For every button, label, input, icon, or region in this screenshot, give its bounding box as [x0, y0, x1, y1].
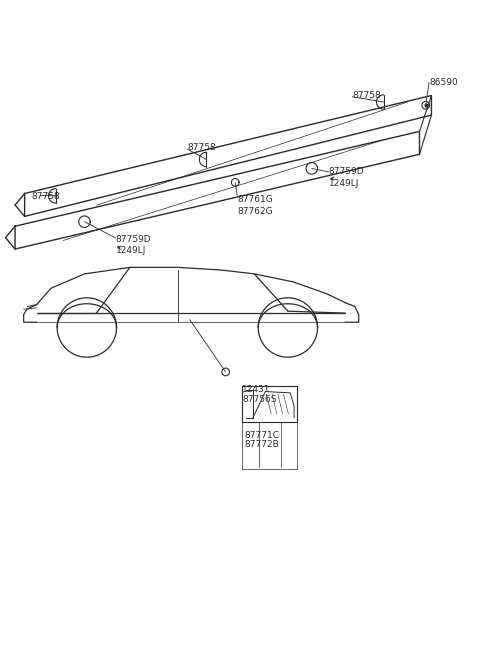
Text: 12431: 12431 [242, 385, 271, 394]
Text: 87762G: 87762G [238, 207, 273, 216]
Text: 87771C: 87771C [244, 431, 279, 440]
Text: 1249LJ: 1249LJ [328, 179, 359, 188]
Text: 87759D: 87759D [328, 168, 364, 176]
Text: 87756S: 87756S [242, 395, 277, 404]
Text: 87759D: 87759D [116, 234, 151, 244]
Text: 87761G: 87761G [238, 195, 273, 204]
Text: 87758: 87758 [187, 143, 216, 152]
Text: 87772B: 87772B [244, 440, 279, 449]
Text: 87758: 87758 [32, 192, 60, 201]
Text: 86590: 86590 [429, 78, 458, 87]
Text: 1249LJ: 1249LJ [116, 246, 146, 255]
Text: 87758: 87758 [352, 91, 381, 100]
